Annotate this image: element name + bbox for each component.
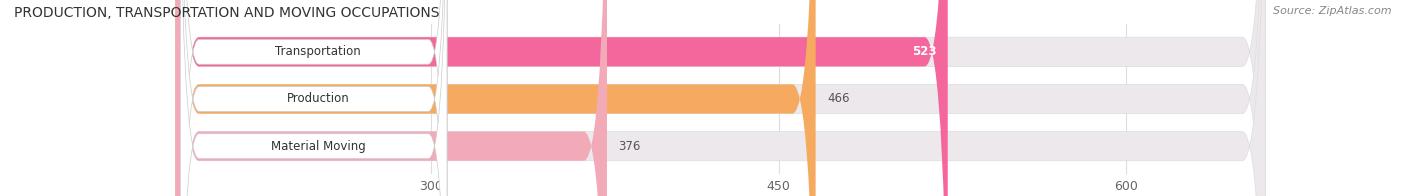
FancyBboxPatch shape [176, 0, 1265, 196]
FancyBboxPatch shape [176, 0, 1265, 196]
FancyBboxPatch shape [176, 0, 815, 196]
Text: Material Moving: Material Moving [271, 140, 366, 153]
Text: PRODUCTION, TRANSPORTATION AND MOVING OCCUPATIONS: PRODUCTION, TRANSPORTATION AND MOVING OC… [14, 6, 440, 20]
Text: 466: 466 [827, 93, 849, 105]
Text: Source: ZipAtlas.com: Source: ZipAtlas.com [1274, 6, 1392, 16]
FancyBboxPatch shape [180, 0, 447, 196]
Text: 523: 523 [911, 45, 936, 58]
FancyBboxPatch shape [176, 0, 1265, 196]
FancyBboxPatch shape [180, 0, 447, 196]
FancyBboxPatch shape [176, 0, 948, 196]
FancyBboxPatch shape [176, 0, 607, 196]
Text: Production: Production [287, 93, 350, 105]
Text: Transportation: Transportation [276, 45, 361, 58]
Text: 376: 376 [619, 140, 641, 153]
FancyBboxPatch shape [180, 0, 447, 196]
